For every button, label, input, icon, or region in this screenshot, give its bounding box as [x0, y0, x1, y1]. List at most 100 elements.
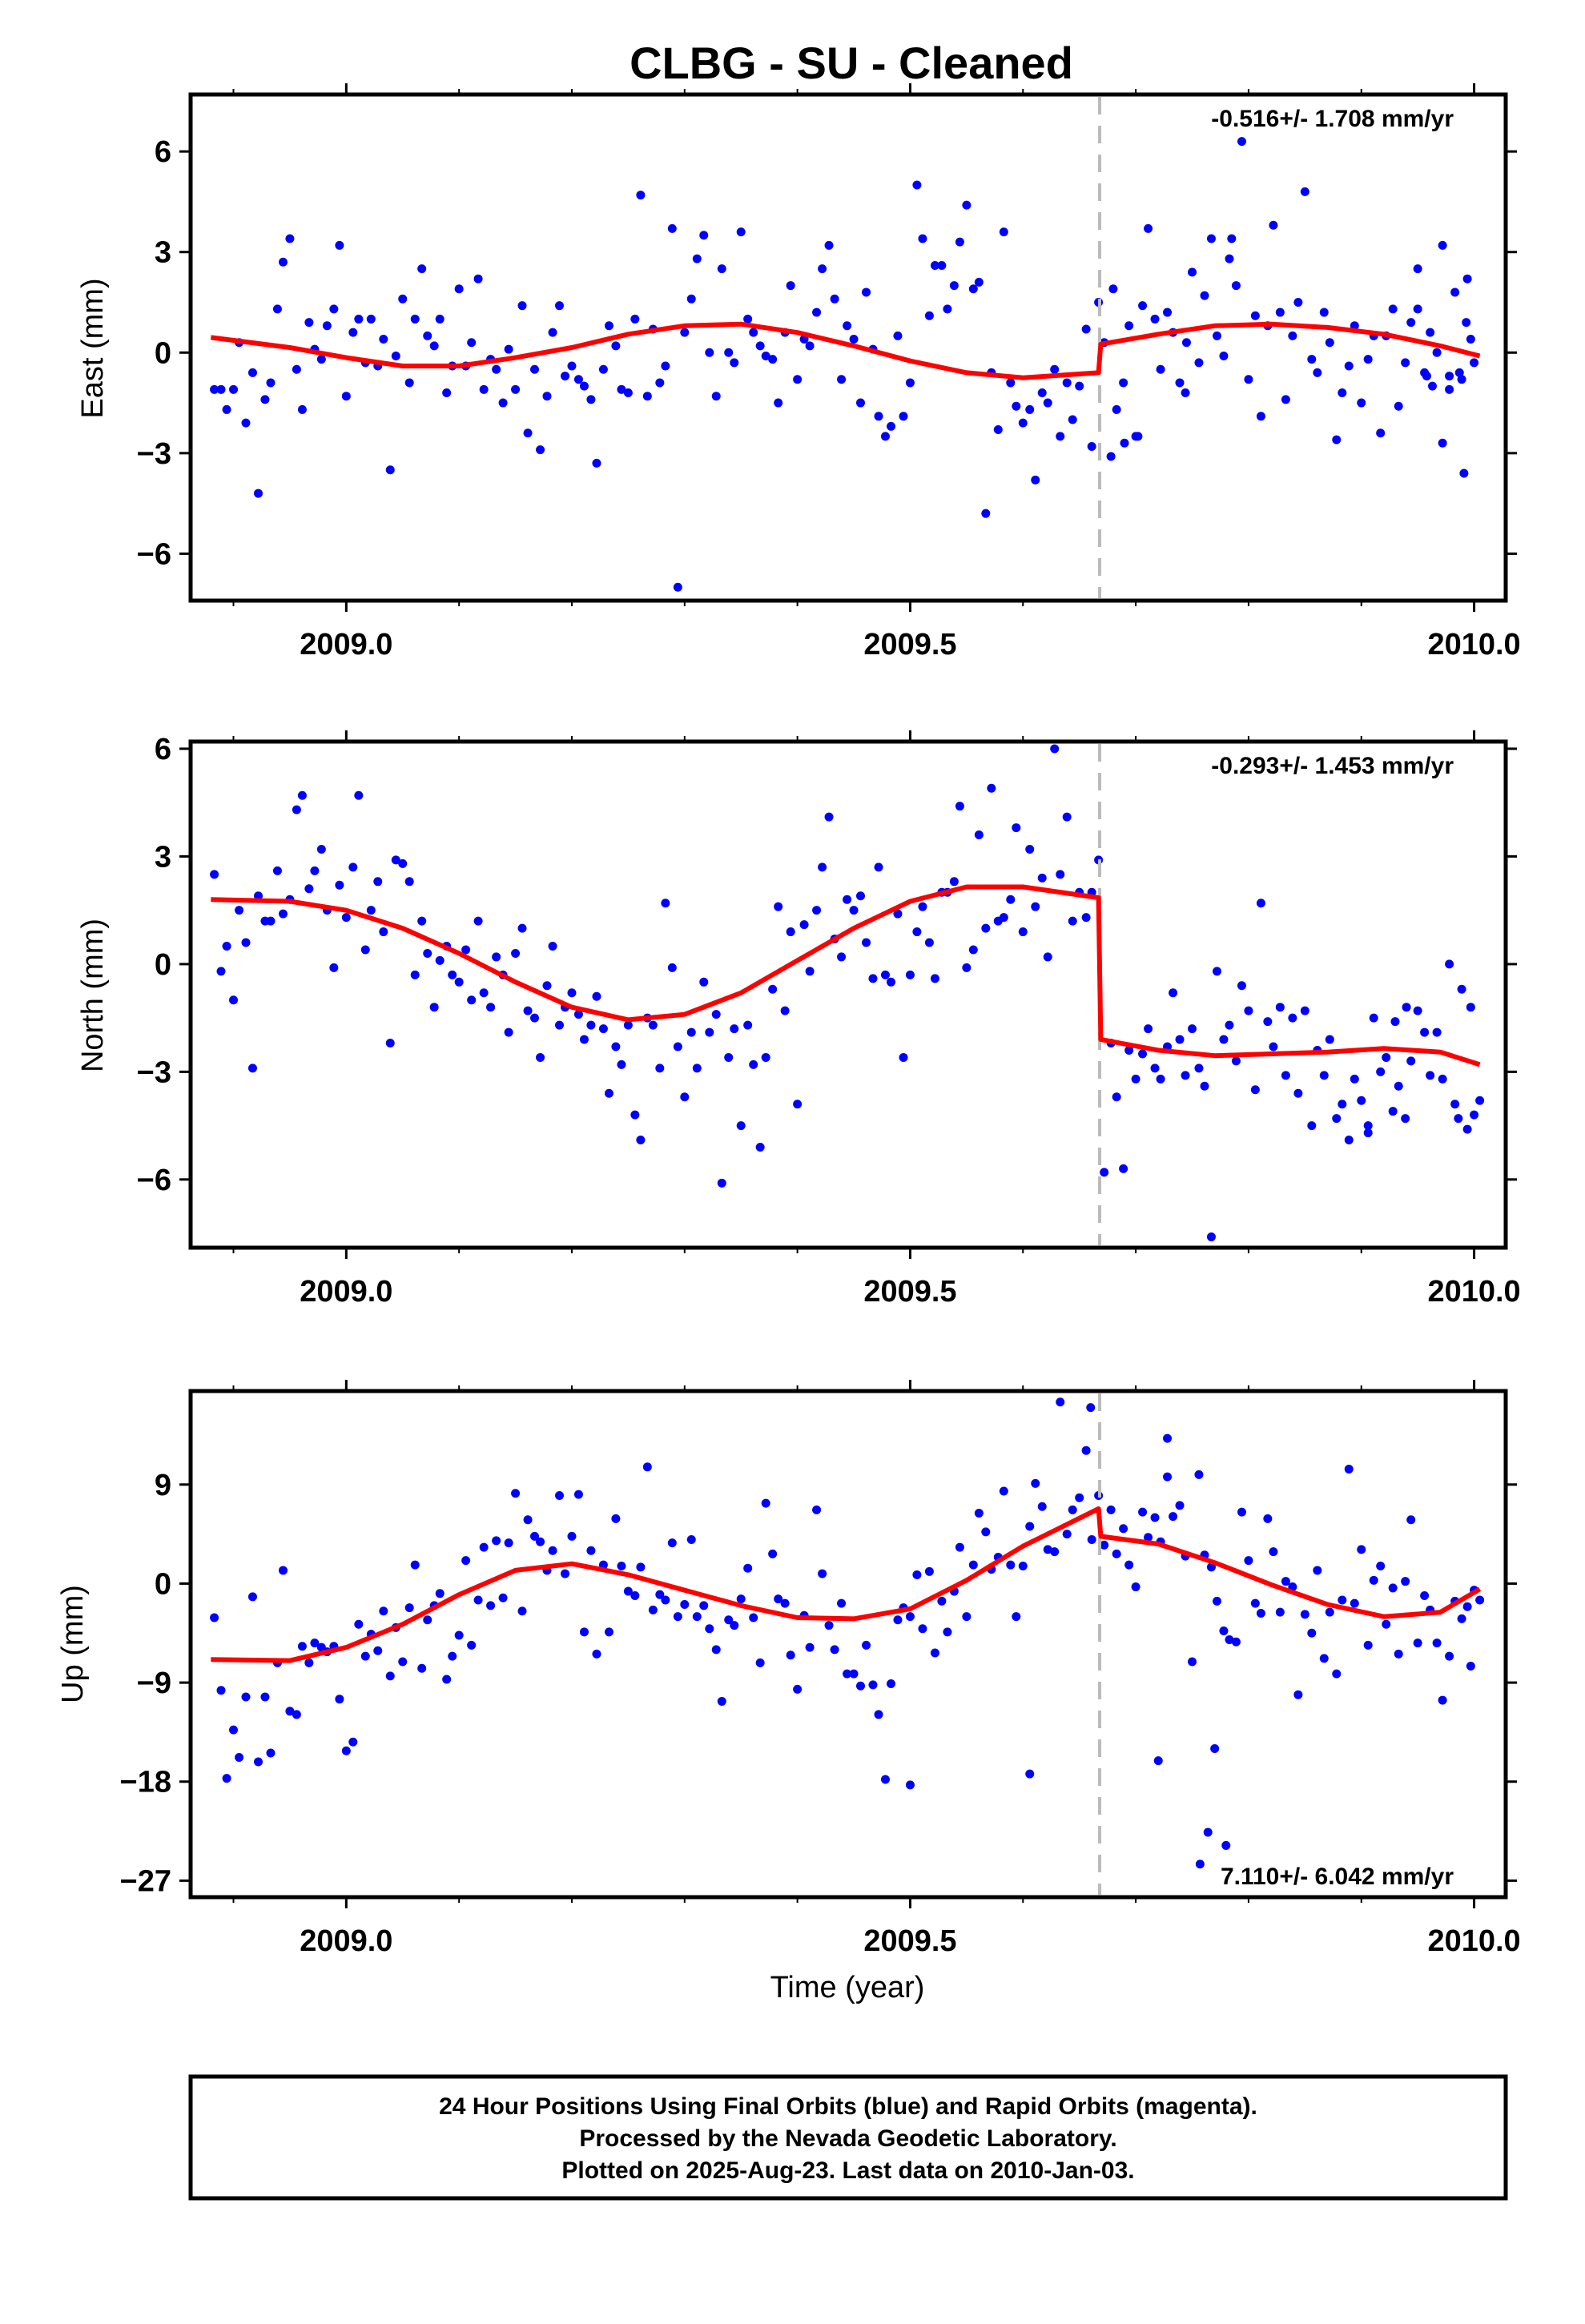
east-data-point — [930, 260, 939, 270]
north-y-tick-label: 6 — [155, 733, 171, 766]
up-data-point — [1195, 1860, 1205, 1869]
north-data-point — [768, 984, 778, 994]
east-data-point — [1445, 372, 1454, 381]
east-data-point — [1043, 398, 1052, 408]
east-data-point — [943, 304, 952, 314]
up-data-point — [404, 1603, 414, 1613]
east-data-point — [1413, 304, 1422, 314]
up-data-point — [805, 1642, 815, 1652]
north-data-point — [542, 981, 552, 991]
east-data-point — [1106, 452, 1116, 461]
east-data-point — [548, 328, 557, 337]
up-data-point — [1062, 1530, 1072, 1539]
east-data-point — [843, 321, 852, 331]
north-data-point — [354, 790, 364, 800]
north-y-tick-label: 3 — [155, 840, 171, 874]
north-data-point — [868, 974, 878, 983]
east-data-point — [1212, 331, 1221, 340]
north-data-point — [492, 952, 501, 962]
up-data-point — [862, 1640, 871, 1650]
up-data-point — [1394, 1649, 1403, 1659]
east-data-point — [617, 384, 626, 394]
east-data-point — [354, 314, 364, 324]
up-data-point — [1050, 1547, 1060, 1557]
north-data-point — [1445, 959, 1454, 969]
north-data-point — [1263, 1017, 1273, 1027]
up-data-point — [517, 1606, 527, 1616]
up-x-tick-label: 2009.0 — [300, 1924, 392, 1958]
north-data-point — [924, 938, 934, 947]
up-data-point — [1445, 1651, 1454, 1661]
east-data-point — [1133, 432, 1143, 441]
up-data-point — [1363, 1640, 1373, 1650]
north-data-point — [385, 1039, 395, 1048]
up-data-point — [253, 1757, 263, 1767]
east-data-point — [1225, 254, 1234, 263]
north-data-point — [667, 963, 677, 972]
up-data-point — [1338, 1595, 1347, 1605]
east-data-point — [1350, 321, 1359, 331]
north-data-point — [1376, 1067, 1386, 1076]
up-data-point — [1037, 1502, 1047, 1511]
up-data-point — [1112, 1549, 1121, 1558]
north-data-point — [874, 862, 883, 872]
up-data-point — [1357, 1545, 1366, 1554]
north-data-point — [567, 988, 577, 998]
up-data-point — [1300, 1610, 1309, 1619]
east-data-point — [366, 314, 376, 324]
panel-east: 2009.0 2009.5 2010.0 6 3 0 −3 −6 -0.516+/- 1.70… — [76, 83, 1521, 661]
north-data-point — [617, 1059, 626, 1069]
east-data-point — [830, 294, 839, 304]
east-data-point — [454, 284, 464, 294]
north-data-point — [1212, 967, 1221, 976]
east-data-point — [1018, 418, 1028, 428]
up-data-point — [1043, 1545, 1052, 1554]
north-data-point — [348, 862, 358, 872]
east-data-point — [1181, 338, 1191, 348]
east-data-point — [1269, 220, 1278, 230]
east-data-point — [229, 384, 239, 394]
up-data-point — [1237, 1507, 1246, 1517]
up-data-point — [1475, 1595, 1485, 1605]
up-data-point — [1025, 1769, 1035, 1779]
north-data-point — [1037, 873, 1047, 883]
east-data-point — [523, 428, 533, 438]
up-data-point — [705, 1624, 714, 1634]
north-data-point — [1454, 1114, 1463, 1124]
up-data-point — [1231, 1637, 1241, 1647]
north-data-point — [893, 909, 903, 919]
up-data-point — [586, 1546, 596, 1555]
north-data-point — [1062, 812, 1072, 822]
north-data-point — [1402, 1003, 1411, 1012]
east-data-point — [1087, 441, 1096, 451]
east-data-point — [604, 321, 613, 331]
east-data-point — [391, 351, 400, 360]
east-data-point — [292, 364, 301, 374]
up-data-point — [761, 1498, 770, 1508]
east-data-point — [1363, 355, 1373, 364]
north-data-point — [1466, 1003, 1475, 1012]
north-data-point — [1350, 1074, 1359, 1084]
north-data-point — [1175, 1035, 1185, 1044]
east-data-point — [530, 364, 540, 374]
up-data-point — [1075, 1493, 1084, 1502]
up-data-point — [918, 1624, 927, 1634]
east-data-point — [962, 200, 972, 210]
up-data-point — [1382, 1619, 1391, 1629]
north-y-tick-label: −3 — [137, 1055, 171, 1089]
east-data-point — [692, 254, 702, 263]
north-data-point — [949, 877, 959, 887]
north-data-point — [1025, 844, 1035, 854]
up-data-point — [912, 1570, 922, 1579]
up-data-point — [999, 1486, 1008, 1496]
north-data-point — [235, 906, 244, 915]
east-data-point — [749, 328, 758, 337]
north-data-point — [680, 1092, 690, 1102]
east-data-point — [1288, 331, 1297, 340]
north-data-point — [266, 916, 276, 926]
north-data-point — [479, 988, 489, 998]
north-data-point — [523, 1006, 533, 1015]
east-data-point — [893, 331, 903, 340]
north-data-point — [1293, 1088, 1303, 1098]
